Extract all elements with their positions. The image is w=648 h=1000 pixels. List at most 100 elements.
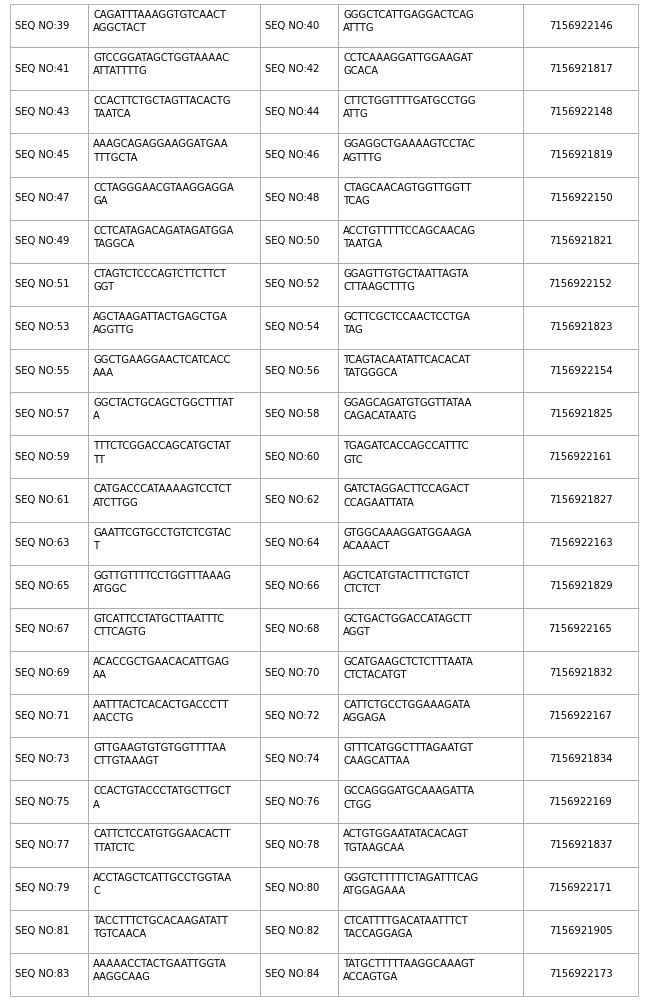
Bar — [523, 435, 638, 478]
Bar — [88, 435, 260, 478]
Bar — [88, 651, 260, 694]
Bar — [10, 780, 88, 823]
Text: CCTCAAAGGATTGGAAGAT
GCACA: CCTCAAAGGATTGGAAGAT GCACA — [343, 53, 473, 76]
Bar — [10, 478, 88, 522]
Text: 7156921837: 7156921837 — [549, 840, 612, 850]
Bar — [523, 47, 638, 90]
Text: CTAGTCTCCCAGTCTTCTTCT
GGT: CTAGTCTCCCAGTCTTCTTCT GGT — [93, 269, 226, 292]
Text: SEQ NO:65: SEQ NO:65 — [15, 581, 69, 591]
Bar — [10, 435, 88, 478]
Bar — [260, 651, 338, 694]
Text: AGCTAAGATTACTGAGCTGA
AGGTTG: AGCTAAGATTACTGAGCTGA AGGTTG — [93, 312, 228, 335]
Bar — [88, 522, 260, 565]
Text: 7156921829: 7156921829 — [549, 581, 612, 591]
Bar — [523, 910, 638, 953]
Bar — [10, 220, 88, 263]
Bar — [338, 694, 523, 737]
Bar — [338, 478, 523, 522]
Text: SEQ NO:59: SEQ NO:59 — [15, 452, 69, 462]
Text: ACCTAGCTCATTGCCTGGTAA
C: ACCTAGCTCATTGCCTGGTAA C — [93, 873, 232, 896]
Text: 7156921834: 7156921834 — [549, 754, 612, 764]
Text: SEQ NO:48: SEQ NO:48 — [265, 193, 319, 203]
Text: 7156921819: 7156921819 — [549, 150, 612, 160]
Bar — [523, 565, 638, 608]
Text: CCACTGTACCCTATGCTTGCT
A: CCACTGTACCCTATGCTTGCT A — [93, 786, 231, 810]
Bar — [338, 306, 523, 349]
Bar — [260, 177, 338, 220]
Text: 7156922167: 7156922167 — [549, 711, 612, 721]
Text: GCTTCGCTCCAACTCCTGA
TAG: GCTTCGCTCCAACTCCTGA TAG — [343, 312, 470, 335]
Text: GGAGTTGTGCTAATTAGTA
CTTAAGCTTTG: GGAGTTGTGCTAATTAGTA CTTAAGCTTTG — [343, 269, 469, 292]
Bar — [338, 133, 523, 177]
Text: GGCTACTGCAGCTGGCTTTAT
A: GGCTACTGCAGCTGGCTTTAT A — [93, 398, 234, 421]
Text: SEQ NO:56: SEQ NO:56 — [265, 366, 319, 376]
Text: GGTTGTTTTCCTGGTTTAAAG
ATGGC: GGTTGTTTTCCTGGTTTAAAG ATGGC — [93, 571, 231, 594]
Text: SEQ NO:60: SEQ NO:60 — [265, 452, 319, 462]
Text: AGCTCATGTACTTTCTGTCT
CTCTCT: AGCTCATGTACTTTCTGTCT CTCTCT — [343, 571, 470, 594]
Text: SEQ NO:39: SEQ NO:39 — [15, 21, 69, 31]
Bar — [338, 47, 523, 90]
Text: SEQ NO:79: SEQ NO:79 — [15, 883, 69, 893]
Bar — [260, 349, 338, 392]
Text: SEQ NO:67: SEQ NO:67 — [15, 624, 69, 634]
Text: GTCCGGATAGCTGGTAAAAC
ATTATTTTG: GTCCGGATAGCTGGTAAAAC ATTATTTTG — [93, 53, 229, 76]
Text: GCTGACTGGACCATAGCTT
AGGT: GCTGACTGGACCATAGCTT AGGT — [343, 614, 472, 637]
Bar — [523, 522, 638, 565]
Text: SEQ NO:44: SEQ NO:44 — [265, 107, 319, 117]
Text: CTTCTGGTTTTGATGCCTGG
ATTG: CTTCTGGTTTTGATGCCTGG ATTG — [343, 96, 476, 119]
Text: 7156922148: 7156922148 — [549, 107, 612, 117]
Text: SEQ NO:47: SEQ NO:47 — [15, 193, 69, 203]
Text: AAAGCAGAGGAAGGATGAA
TTTGCTA: AAAGCAGAGGAAGGATGAA TTTGCTA — [93, 139, 229, 163]
Bar — [88, 306, 260, 349]
Bar — [523, 306, 638, 349]
Text: GGGCTCATTGAGGACTCAG
ATTTG: GGGCTCATTGAGGACTCAG ATTTG — [343, 10, 474, 33]
Bar — [10, 953, 88, 996]
Text: SEQ NO:83: SEQ NO:83 — [15, 969, 69, 979]
Bar — [10, 90, 88, 133]
Bar — [10, 392, 88, 435]
Bar — [10, 737, 88, 780]
Bar — [88, 133, 260, 177]
Text: 7156921817: 7156921817 — [549, 64, 612, 74]
Text: CCACTTCTGCTAGTTACACTG
TAATCA: CCACTTCTGCTAGTTACACTG TAATCA — [93, 96, 231, 119]
Text: SEQ NO:46: SEQ NO:46 — [265, 150, 319, 160]
Bar — [523, 867, 638, 910]
Bar — [338, 90, 523, 133]
Bar — [338, 220, 523, 263]
Bar — [88, 349, 260, 392]
Text: SEQ NO:72: SEQ NO:72 — [265, 711, 319, 721]
Text: ACACCGCTGAACACATTGAG
AA: ACACCGCTGAACACATTGAG AA — [93, 657, 230, 680]
Text: SEQ NO:64: SEQ NO:64 — [265, 538, 319, 548]
Text: SEQ NO:73: SEQ NO:73 — [15, 754, 69, 764]
Text: SEQ NO:68: SEQ NO:68 — [265, 624, 319, 634]
Bar — [10, 823, 88, 867]
Text: SEQ NO:57: SEQ NO:57 — [15, 409, 69, 419]
Text: GCATGAAGCTCTCTTTAATA
CTCTACATGT: GCATGAAGCTCTCTTTAATA CTCTACATGT — [343, 657, 473, 680]
Text: 7156922154: 7156922154 — [549, 366, 612, 376]
Text: SEQ NO:50: SEQ NO:50 — [265, 236, 319, 246]
Bar — [260, 435, 338, 478]
Text: SEQ NO:41: SEQ NO:41 — [15, 64, 69, 74]
Bar — [260, 867, 338, 910]
Text: SEQ NO:58: SEQ NO:58 — [265, 409, 319, 419]
Text: CAGATTTAAAGGTGTCAACT
AGGCTACT: CAGATTTAAAGGTGTCAACT AGGCTACT — [93, 10, 226, 33]
Bar — [523, 608, 638, 651]
Bar — [338, 522, 523, 565]
Text: SEQ NO:51: SEQ NO:51 — [15, 279, 69, 289]
Bar — [523, 263, 638, 306]
Bar — [260, 263, 338, 306]
Bar — [260, 522, 338, 565]
Text: GTTGAAGTGTGTGGTTTTAA
CTTGTAAAGT: GTTGAAGTGTGTGGTTTTAA CTTGTAAAGT — [93, 743, 226, 766]
Text: SEQ NO:62: SEQ NO:62 — [265, 495, 319, 505]
Bar — [10, 608, 88, 651]
Bar — [338, 867, 523, 910]
Text: TTTCTCGGACCAGCATGCTAT
TT: TTTCTCGGACCAGCATGCTAT TT — [93, 441, 231, 465]
Bar — [338, 177, 523, 220]
Bar — [338, 910, 523, 953]
Text: 7156922152: 7156922152 — [549, 279, 612, 289]
Text: CTCATTTTGACATAATTTCT
TACCAGGAGA: CTCATTTTGACATAATTTCT TACCAGGAGA — [343, 916, 468, 939]
Bar — [260, 608, 338, 651]
Bar — [88, 392, 260, 435]
Text: SEQ NO:53: SEQ NO:53 — [15, 322, 69, 332]
Text: 7156921823: 7156921823 — [549, 322, 612, 332]
